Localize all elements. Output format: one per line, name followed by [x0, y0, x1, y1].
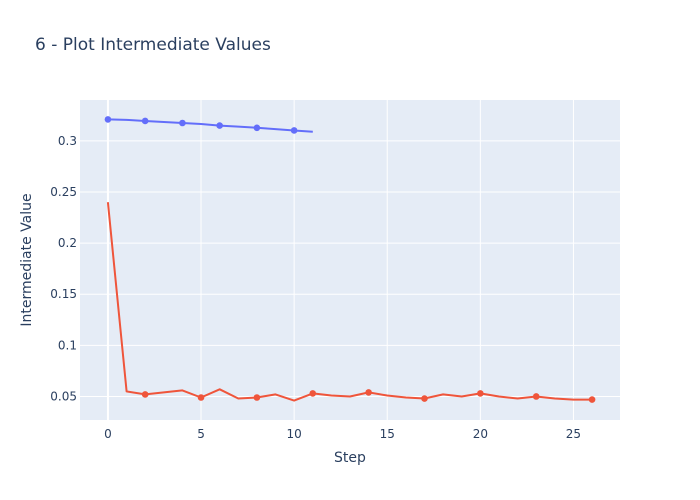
- tick-labels: 0 5 10 15 20 25 0.05 0.1 0.15 0.2 0.25 0.3: [50, 134, 581, 441]
- series-2-line: [106, 202, 593, 402]
- series-1-point[interactable]: [216, 122, 223, 129]
- series-1-point[interactable]: [104, 116, 112, 123]
- x-tick-label: 20: [473, 427, 488, 441]
- series-2-point[interactable]: [197, 394, 205, 401]
- series-2-point[interactable]: [253, 394, 261, 401]
- y-tick-label: 0.2: [58, 236, 77, 250]
- series-2-point[interactable]: [141, 391, 149, 398]
- y-tick-label: 0.15: [50, 287, 77, 301]
- series-2-point[interactable]: [421, 395, 428, 402]
- series-1: [104, 116, 313, 134]
- series-1-point[interactable]: [179, 119, 186, 127]
- x-axis-title: Step: [334, 450, 366, 466]
- x-tick-label: 10: [286, 427, 301, 441]
- y-axis-title: Intermediate Value: [19, 193, 35, 326]
- y-tick-label: 0.05: [50, 389, 77, 403]
- plot-area: [80, 100, 620, 420]
- series-2-point[interactable]: [477, 390, 484, 397]
- y-tick-label: 0.25: [50, 185, 77, 199]
- series-2-point[interactable]: [532, 393, 540, 400]
- series-1-point[interactable]: [141, 117, 149, 125]
- series-1-point[interactable]: [290, 127, 298, 134]
- y-tick-label: 0.3: [58, 134, 77, 148]
- series-1-point[interactable]: [253, 124, 261, 132]
- series-layer: [104, 116, 596, 403]
- series-2-point[interactable]: [365, 389, 372, 396]
- x-tick-label: 25: [566, 427, 581, 441]
- series-2: [106, 202, 596, 403]
- x-tick-label: 0: [104, 427, 112, 441]
- chart-title: 6 - Plot Intermediate Values: [35, 35, 271, 55]
- series-2-point[interactable]: [309, 390, 317, 397]
- y-tick-label: 0.1: [58, 338, 77, 352]
- series-2-point[interactable]: [588, 396, 596, 403]
- x-tick-label: 5: [197, 427, 205, 441]
- x-tick-label: 15: [380, 427, 395, 441]
